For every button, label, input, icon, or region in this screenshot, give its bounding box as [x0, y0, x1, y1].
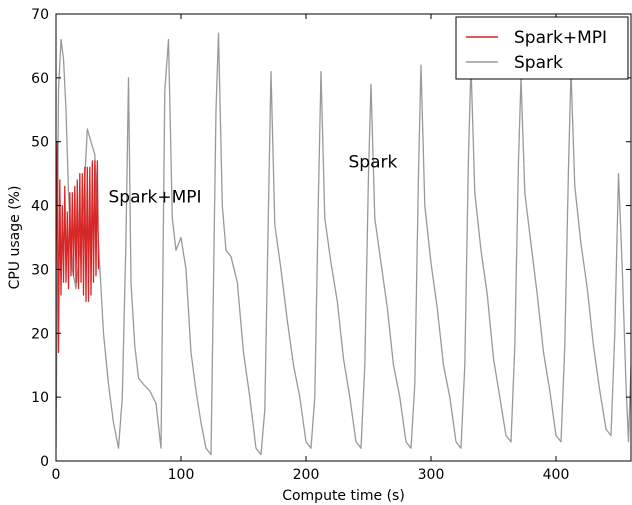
x-tick-label: 400 — [543, 467, 570, 483]
series-line-spark-mpi — [56, 141, 100, 354]
y-axis-ticks: 0 10 20 30 40 50 60 70 — [31, 7, 631, 470]
x-tick-label: 0 — [52, 467, 61, 483]
annotations: Spark+MPI Spark — [109, 152, 398, 207]
x-axis-ticks: 0 100 200 300 400 — [52, 14, 570, 483]
y-tick-label: 0 — [40, 454, 49, 470]
plot-frame — [55, 13, 632, 462]
y-tick-label: 20 — [31, 326, 49, 342]
y-tick-label: 50 — [31, 135, 49, 151]
y-axis-label: CPU usage (%) — [7, 186, 23, 290]
legend: Spark+MPI Spark — [455, 16, 629, 80]
plot-lines — [56, 32, 631, 456]
y-tick-label: 60 — [31, 71, 49, 87]
annotation-label: Spark+MPI — [109, 187, 202, 207]
series-line-spark — [56, 32, 631, 456]
y-tick-label: 30 — [31, 262, 49, 278]
y-tick-label: 40 — [31, 199, 49, 215]
x-tick-label: 100 — [168, 467, 195, 483]
legend-label: Spark+MPI — [514, 28, 607, 48]
legend-label: Spark — [514, 53, 563, 73]
y-tick-label: 70 — [31, 7, 49, 23]
y-tick-label: 10 — [31, 390, 49, 406]
legend-box — [455, 16, 629, 80]
x-tick-label: 200 — [293, 467, 320, 483]
x-tick-label: 300 — [418, 467, 445, 483]
annotation-label: Spark — [349, 152, 398, 172]
x-axis-label: Compute time (s) — [282, 488, 405, 504]
